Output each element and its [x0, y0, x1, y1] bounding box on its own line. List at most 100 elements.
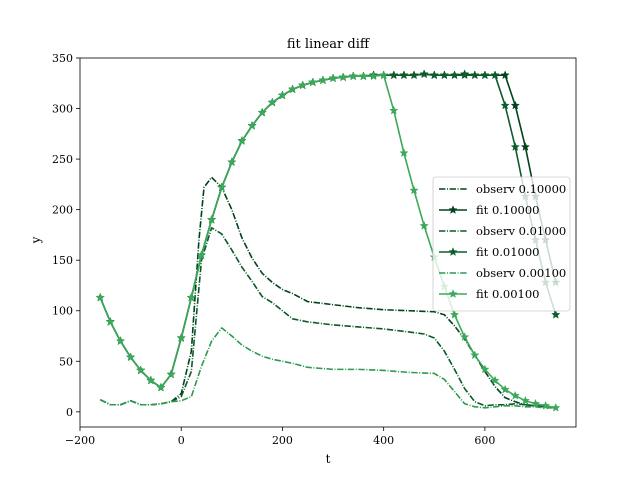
data-point [500, 70, 510, 80]
data-point [368, 71, 379, 81]
data-point [449, 70, 460, 80]
x-tick-label: 400 [373, 434, 394, 447]
data-point [429, 70, 439, 80]
data-point [409, 185, 419, 195]
data-point [146, 375, 156, 385]
data-point [490, 375, 500, 385]
y-tick-label: 350 [52, 52, 73, 65]
data-point [176, 333, 186, 342]
data-point [500, 100, 510, 110]
legend-entry: observ 0.01000 [439, 224, 566, 238]
data-point [419, 220, 429, 230]
series-observ-0-00100 [99, 327, 556, 409]
data-point [459, 70, 470, 80]
data-point [156, 382, 166, 392]
legend-entry: fit 0.10000 [439, 203, 540, 217]
legend-marker [448, 289, 458, 298]
data-point [449, 309, 460, 319]
legend-entry: fit 0.00100 [439, 287, 540, 301]
legend-marker [448, 205, 458, 214]
axes-frame [79, 57, 577, 428]
data-point [399, 70, 409, 80]
x-tick-label: −200 [65, 434, 95, 447]
data-point [470, 70, 480, 80]
data-point [520, 142, 531, 151]
x-tick-label: 0 [178, 434, 185, 447]
legend-entry: observ 0.10000 [439, 182, 566, 196]
data-point [136, 365, 146, 375]
data-point [105, 316, 116, 326]
y-tick-label: 0 [66, 406, 73, 419]
x-tick-label: 600 [474, 434, 495, 447]
data-point [389, 70, 399, 80]
axis-ticks: −200 0 200 400 600 0 50 100 150 200 250 300 350 [52, 52, 495, 447]
data-point [257, 107, 267, 117]
legend-marker [448, 247, 458, 256]
data-point [328, 73, 338, 83]
data-point [480, 364, 490, 374]
data-point [358, 71, 369, 81]
data-point [206, 214, 217, 224]
data-point [409, 70, 419, 80]
y-tick-label: 250 [52, 153, 73, 166]
data-point [480, 70, 490, 80]
data-point [510, 390, 520, 400]
data-point [125, 352, 136, 362]
legend-label: observ 0.01000 [476, 224, 566, 238]
data-point [540, 400, 551, 410]
data-point [196, 250, 207, 260]
data-point [287, 84, 298, 94]
data-point [237, 136, 247, 145]
data-point [470, 350, 480, 360]
data-point [530, 398, 541, 408]
data-point [267, 97, 277, 107]
data-point [338, 72, 348, 82]
legend-label: fit 0.00100 [476, 287, 540, 301]
data-point [520, 395, 531, 405]
data-point [95, 292, 105, 302]
legend-label: fit 0.01000 [476, 245, 540, 259]
data-point [217, 182, 227, 192]
data-point [551, 309, 561, 319]
data-point [389, 105, 399, 115]
data-point [399, 148, 409, 157]
y-tick-label: 100 [52, 305, 73, 318]
y-tick-label: 200 [52, 204, 73, 217]
data-point [500, 384, 510, 394]
series-line [99, 327, 556, 409]
data-point [510, 100, 520, 110]
data-point [115, 336, 126, 346]
data-point [459, 332, 470, 341]
data-point [551, 402, 561, 412]
legend-label: fit 0.10000 [476, 203, 540, 217]
chart-title: fit linear diff [287, 37, 371, 52]
y-tick-label: 150 [52, 254, 73, 267]
data-point [298, 80, 308, 90]
data-point [490, 70, 500, 80]
data-point [318, 75, 328, 85]
y-tick-label: 50 [59, 355, 73, 368]
legend-entry: fit 0.01000 [439, 245, 540, 259]
legend: observ 0.10000 fit 0.10000 observ 0.01000 f… [432, 176, 571, 312]
data-point [348, 71, 358, 81]
data-point [379, 70, 389, 80]
y-tick-label: 300 [52, 103, 73, 116]
y-axis-label: y [29, 236, 43, 244]
x-tick-label: 200 [272, 434, 293, 447]
data-point [419, 69, 429, 79]
data-point [186, 292, 197, 302]
legend-label: observ 0.00100 [476, 266, 566, 280]
data-point [227, 157, 237, 167]
legend-box [432, 176, 571, 312]
data-point [247, 120, 257, 130]
series-line [99, 74, 556, 409]
legend-label: observ 0.10000 [476, 182, 566, 196]
data-point [277, 90, 288, 100]
data-point [439, 70, 450, 80]
legend-entry: observ 0.00100 [439, 266, 566, 280]
x-axis-label: t [326, 452, 331, 466]
data-point [510, 142, 520, 151]
data-point [308, 77, 318, 87]
data-point [166, 369, 176, 379]
